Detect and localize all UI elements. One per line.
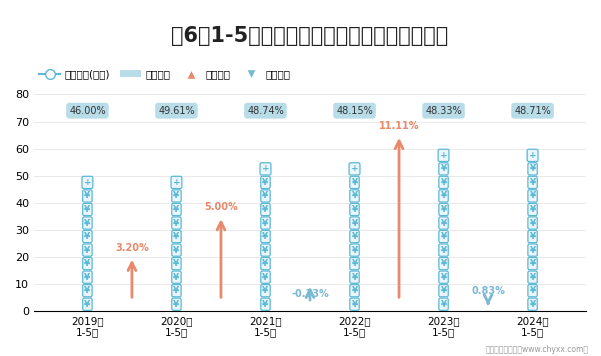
Text: ¥: ¥ (529, 219, 535, 227)
Title: 近6年1-5月青海省累计原保险保费收入统计图: 近6年1-5月青海省累计原保险保费收入统计图 (171, 26, 448, 46)
Text: -0.33%: -0.33% (291, 289, 329, 299)
Text: ¥: ¥ (441, 259, 447, 268)
Text: 48.33%: 48.33% (426, 106, 462, 116)
Text: +: + (529, 151, 536, 160)
Text: ¥: ¥ (173, 246, 180, 255)
Text: ¥: ¥ (352, 300, 358, 309)
Text: ¥: ¥ (263, 178, 269, 187)
Text: ¥: ¥ (84, 286, 91, 295)
Text: ¥: ¥ (173, 205, 180, 214)
Text: ¥: ¥ (84, 192, 91, 200)
Text: 49.61%: 49.61% (158, 106, 195, 116)
Text: ¥: ¥ (352, 259, 358, 268)
Text: ¥: ¥ (263, 246, 269, 255)
Text: ¥: ¥ (352, 219, 358, 227)
Text: 制图：智研咨询（www.chyxx.com）: 制图：智研咨询（www.chyxx.com） (486, 345, 589, 354)
Text: ¥: ¥ (352, 178, 358, 187)
Text: ¥: ¥ (173, 219, 180, 227)
Text: ¥: ¥ (84, 300, 91, 309)
Text: ¥: ¥ (84, 232, 91, 241)
Text: ¥: ¥ (173, 286, 180, 295)
Text: ¥: ¥ (352, 246, 358, 255)
Text: ¥: ¥ (441, 219, 447, 227)
Text: ¥: ¥ (529, 246, 535, 255)
Text: ¥: ¥ (352, 232, 358, 241)
Text: ¥: ¥ (173, 300, 180, 309)
Text: ¥: ¥ (173, 273, 180, 282)
Text: ¥: ¥ (84, 205, 91, 214)
Text: +: + (84, 178, 91, 187)
Text: ¥: ¥ (529, 232, 535, 241)
Text: ¥: ¥ (173, 192, 180, 200)
Text: +: + (440, 151, 447, 160)
Text: ¥: ¥ (441, 286, 447, 295)
Text: +: + (351, 164, 358, 173)
Text: ¥: ¥ (441, 164, 447, 173)
Text: ¥: ¥ (352, 192, 358, 200)
Text: 0.83%: 0.83% (471, 286, 505, 296)
Text: ¥: ¥ (529, 192, 535, 200)
Text: ¥: ¥ (263, 192, 269, 200)
Text: ¥: ¥ (263, 259, 269, 268)
Text: +: + (172, 178, 180, 187)
Text: ¥: ¥ (529, 286, 535, 295)
Text: 3.20%: 3.20% (115, 243, 149, 253)
Text: ¥: ¥ (352, 286, 358, 295)
Text: ¥: ¥ (84, 259, 91, 268)
Text: ¥: ¥ (529, 300, 535, 309)
Text: ¥: ¥ (263, 219, 269, 227)
Text: ¥: ¥ (263, 232, 269, 241)
Text: ¥: ¥ (529, 164, 535, 173)
Text: ¥: ¥ (529, 259, 535, 268)
Text: 11.11%: 11.11% (379, 121, 419, 131)
Text: 46.00%: 46.00% (69, 106, 106, 116)
Text: ¥: ¥ (529, 273, 535, 282)
Text: ¥: ¥ (84, 273, 91, 282)
Text: ¥: ¥ (84, 219, 91, 227)
Text: 5.00%: 5.00% (204, 202, 238, 212)
Text: ¥: ¥ (441, 232, 447, 241)
Text: ¥: ¥ (441, 300, 447, 309)
Text: ¥: ¥ (441, 205, 447, 214)
Text: ¥: ¥ (263, 205, 269, 214)
Text: 48.15%: 48.15% (336, 106, 373, 116)
Text: 48.71%: 48.71% (514, 106, 551, 116)
Text: ¥: ¥ (441, 192, 447, 200)
Text: ¥: ¥ (84, 246, 91, 255)
Text: ¥: ¥ (441, 273, 447, 282)
Text: ¥: ¥ (352, 205, 358, 214)
Text: 48.74%: 48.74% (247, 106, 284, 116)
Text: ¥: ¥ (263, 273, 269, 282)
Text: ¥: ¥ (173, 232, 180, 241)
Legend: 累计保费(亿元), 寿险占比, 同比增加, 同比减少: 累计保费(亿元), 寿险占比, 同比增加, 同比减少 (39, 69, 291, 79)
Text: ¥: ¥ (529, 205, 535, 214)
Text: ¥: ¥ (352, 273, 358, 282)
Text: ¥: ¥ (263, 286, 269, 295)
Text: ¥: ¥ (441, 246, 447, 255)
Text: ¥: ¥ (173, 259, 180, 268)
Text: ¥: ¥ (441, 178, 447, 187)
Text: ¥: ¥ (263, 300, 269, 309)
Text: +: + (261, 164, 269, 173)
Text: ¥: ¥ (529, 178, 535, 187)
